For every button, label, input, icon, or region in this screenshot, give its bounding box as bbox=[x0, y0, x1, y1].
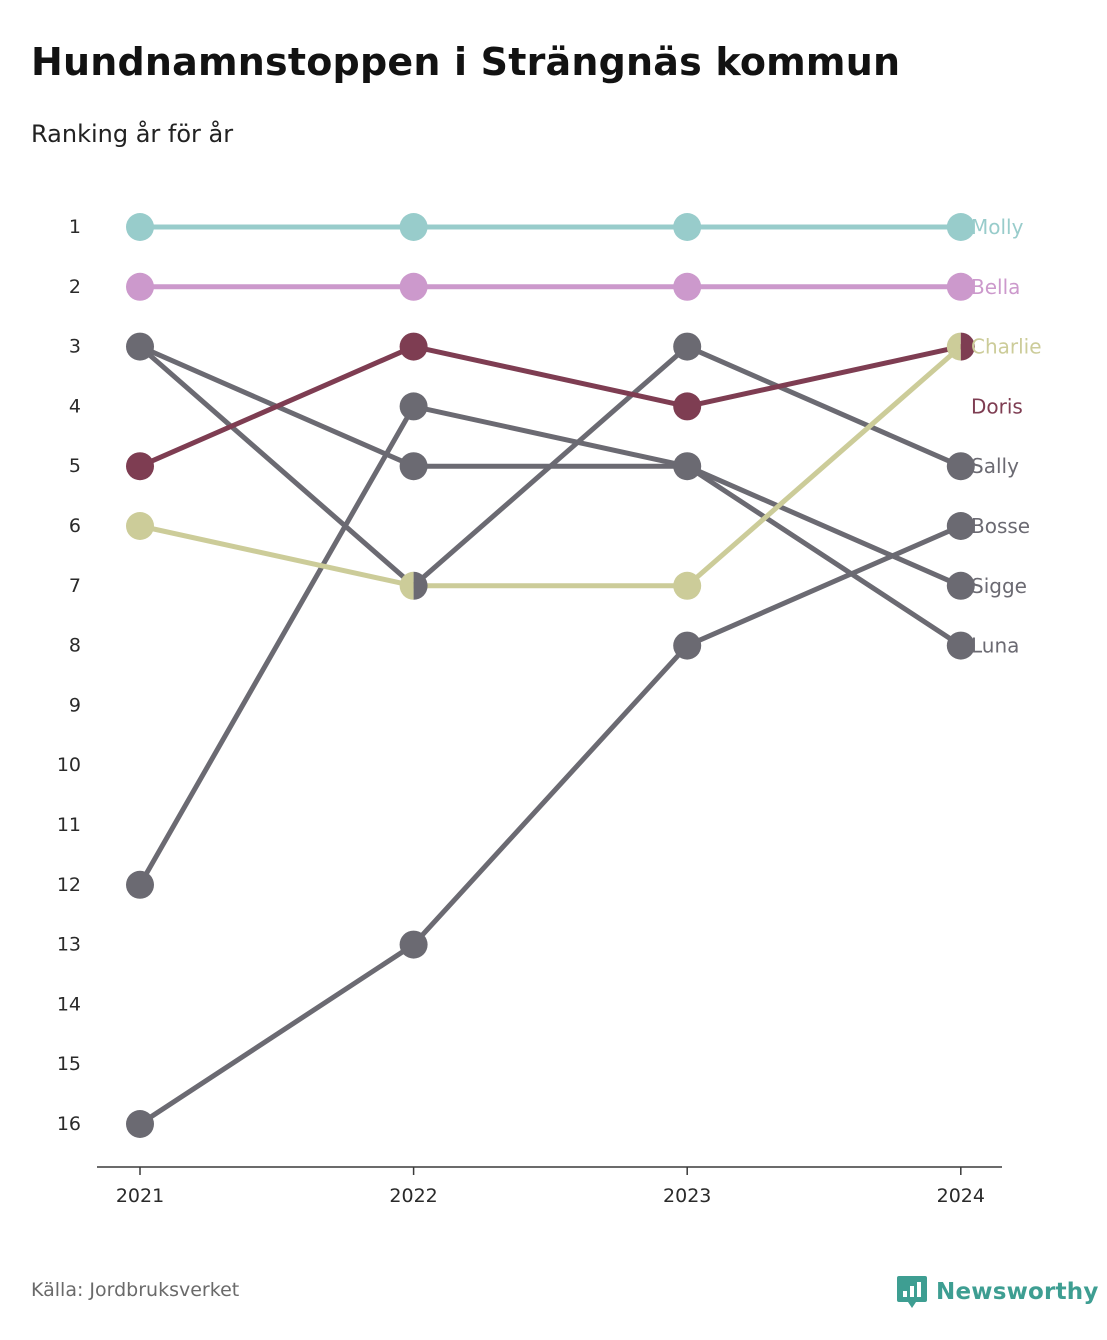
data-point-half bbox=[960, 332, 975, 361]
data-point-half bbox=[413, 571, 428, 600]
data-point bbox=[946, 213, 975, 241]
y-tick-label: 4 bbox=[69, 395, 81, 417]
y-tick-label: 7 bbox=[69, 575, 81, 597]
end-label-bella: Bella bbox=[971, 275, 1020, 299]
data-point bbox=[946, 631, 975, 660]
data-point bbox=[126, 272, 154, 301]
data-point bbox=[673, 332, 702, 361]
data-point bbox=[673, 213, 702, 241]
series-line-charlie bbox=[137, 344, 964, 589]
series-line-doris bbox=[137, 344, 964, 469]
end-label-charlie: Charlie bbox=[971, 335, 1042, 359]
x-tick-label: 2022 bbox=[389, 1185, 437, 1207]
brand-logo[interactable]: Newsworthy bbox=[896, 1274, 1099, 1310]
y-tick-label: 15 bbox=[57, 1053, 81, 1075]
y-tick-label: 16 bbox=[57, 1113, 81, 1135]
data-point bbox=[946, 512, 975, 540]
y-tick-label: 1 bbox=[69, 216, 81, 238]
x-tick-label: 2023 bbox=[663, 1185, 711, 1207]
y-tick-label: 6 bbox=[69, 515, 81, 537]
source-note: Källa: Jordbruksverket bbox=[31, 1279, 240, 1301]
data-point bbox=[399, 392, 428, 421]
data-point bbox=[673, 571, 702, 600]
data-point bbox=[673, 272, 702, 301]
data-point bbox=[946, 571, 975, 600]
series-lines bbox=[137, 224, 964, 1127]
y-tick-label: 3 bbox=[69, 336, 81, 358]
data-point bbox=[126, 512, 154, 540]
x-tick-label: 2024 bbox=[937, 1185, 985, 1207]
data-point bbox=[399, 930, 428, 959]
data-point-half bbox=[399, 571, 414, 600]
data-point-half bbox=[946, 332, 961, 361]
data-point bbox=[673, 392, 702, 421]
end-label-doris: Doris bbox=[971, 394, 1023, 418]
x-axis: 2021 2022 2023 2024 bbox=[97, 1166, 1002, 1207]
y-tick-label: 14 bbox=[57, 993, 81, 1015]
series-line-luna bbox=[137, 403, 964, 888]
data-point bbox=[126, 213, 154, 241]
data-point bbox=[946, 272, 975, 301]
series-line-sigge bbox=[137, 344, 964, 589]
chart-title: Hundnamnstoppen i Strängnäs kommun bbox=[31, 40, 901, 84]
data-point bbox=[399, 213, 428, 241]
data-point bbox=[126, 332, 154, 361]
end-label-luna: Luna bbox=[971, 634, 1019, 658]
data-point bbox=[673, 631, 702, 660]
y-tick-label: 5 bbox=[69, 455, 81, 477]
y-tick-label: 10 bbox=[57, 754, 81, 776]
newsworthy-logo-icon bbox=[897, 1276, 927, 1308]
data-point bbox=[399, 452, 428, 481]
y-tick-label: 13 bbox=[57, 934, 81, 956]
brand-name: Newsworthy bbox=[936, 1279, 1099, 1305]
end-labels: Molly Bella Charlie Doris Sally Bosse Sigge Lun… bbox=[971, 215, 1042, 658]
series-markers bbox=[126, 213, 975, 1138]
end-label-sally: Sally bbox=[971, 454, 1019, 478]
data-point bbox=[399, 332, 428, 361]
y-tick-label: 9 bbox=[69, 694, 81, 716]
data-point bbox=[126, 452, 154, 481]
series-line-bosse bbox=[137, 523, 964, 1127]
x-tick-label: 2021 bbox=[116, 1185, 164, 1207]
end-label-bosse: Bosse bbox=[971, 514, 1030, 538]
chart-subtitle: Ranking år för år bbox=[31, 120, 234, 148]
data-point bbox=[399, 272, 428, 301]
y-tick-label: 2 bbox=[69, 276, 81, 298]
data-point bbox=[126, 870, 154, 899]
y-tick-label: 8 bbox=[69, 635, 81, 657]
y-tick-label: 12 bbox=[57, 874, 81, 896]
end-label-molly: Molly bbox=[971, 215, 1024, 239]
data-point bbox=[126, 1110, 154, 1138]
y-tick-label: 11 bbox=[57, 814, 81, 836]
data-point bbox=[673, 452, 702, 481]
data-point bbox=[946, 452, 975, 481]
end-label-sigge: Sigge bbox=[971, 574, 1027, 598]
